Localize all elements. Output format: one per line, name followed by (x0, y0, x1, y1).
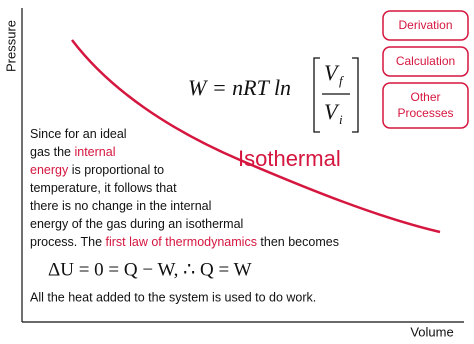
numerator-subscript: f (339, 73, 345, 88)
conclusion: All the heat added to the system is used… (30, 290, 316, 304)
text-span: then becomes (257, 235, 339, 249)
explanation-line: process. The first law of thermodynamics… (30, 235, 339, 249)
explanation: Since for an ideal gas the internal energy… (30, 127, 339, 249)
button[interactable]: Other (410, 90, 440, 104)
explanation-line: there is no change in the internal (30, 199, 211, 213)
explanation-line: energy is proportional to (30, 163, 164, 177)
denominator-subscript: i (339, 112, 343, 127)
energy-equation: ΔU = 0 = Q − W, ∴ Q = W (48, 259, 252, 280)
formula-lhs: W = nRT ln (188, 75, 291, 100)
explanation-line: Since for an ideal (30, 127, 127, 141)
work-formula: W = nRT ln V f V i (188, 57, 359, 133)
button-frame[interactable] (382, 46, 469, 77)
text-span: gas the (30, 145, 74, 159)
link[interactable]: internal (74, 145, 115, 159)
button-frame[interactable] (382, 82, 469, 129)
button-frame[interactable] (382, 10, 469, 41)
explanation-line: gas the internal (30, 145, 115, 159)
y-axis-label: Pressure (3, 20, 18, 72)
button[interactable]: Calculation (396, 54, 455, 68)
text-span: is proportional to (68, 163, 164, 177)
explanation-line: energy of the gas during an isothermal (30, 217, 243, 231)
text-span: there is no change in the internal (30, 199, 211, 213)
text-span: Since for an ideal (30, 127, 127, 141)
curve-label: Isothermal (238, 146, 341, 171)
text-span: energy of the gas during an isothermal (30, 217, 243, 231)
text-span: process. The (30, 235, 106, 249)
explanation-line: temperature, it follows that (30, 181, 177, 195)
isotherm-curve (71, 39, 441, 234)
link[interactable]: energy (30, 163, 69, 177)
x-axis-label: Volume (410, 324, 453, 339)
numerator: V (324, 60, 340, 85)
brackets (313, 57, 359, 133)
button[interactable]: Derivation (398, 18, 452, 32)
button[interactable]: Processes (397, 106, 453, 120)
text-span: temperature, it follows that (30, 181, 177, 195)
denominator: V (324, 99, 340, 124)
link[interactable]: first law of thermodynamics (106, 235, 257, 249)
